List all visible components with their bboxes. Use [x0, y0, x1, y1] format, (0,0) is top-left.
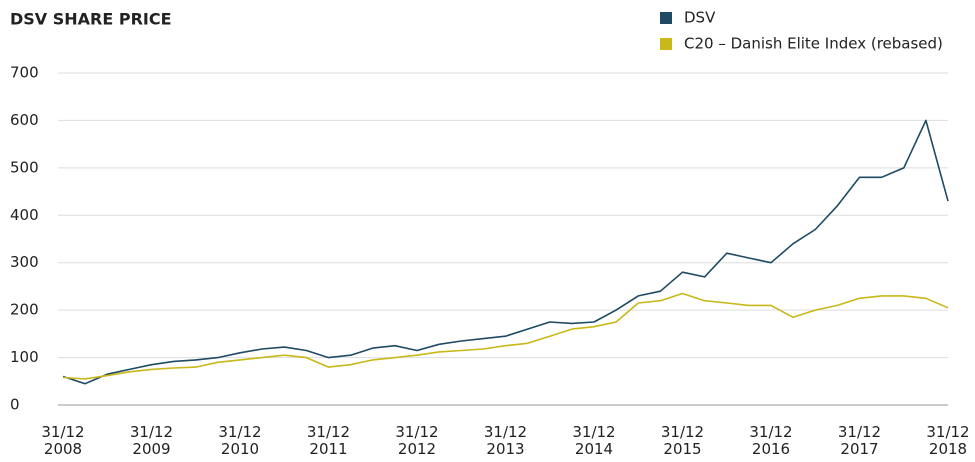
chart-title: DSV SHARE PRICE	[10, 10, 172, 29]
x-tick-label: 31/12 2017	[837, 423, 882, 458]
x-tick-label: 31/12 2018	[926, 423, 970, 458]
legend-swatch	[660, 12, 672, 24]
legend-swatch	[660, 38, 672, 50]
x-tick-label: 31/12 2015	[660, 423, 705, 458]
x-tick-label: 31/12 2011	[306, 423, 351, 458]
x-tick-label: 31/12 2008	[41, 423, 85, 458]
x-tick-label: 31/12 2016	[749, 423, 793, 458]
x-tick-label: 31/12 2012	[395, 423, 439, 458]
y-tick-label: 500	[10, 158, 39, 176]
y-tick-label: 200	[10, 301, 39, 319]
y-tick-label: 600	[10, 111, 39, 129]
x-tick-label: 31/12 2013	[483, 423, 528, 458]
legend-label: DSV	[684, 9, 716, 27]
x-tick-label: 31/12 2009	[129, 423, 174, 458]
y-tick-label: 400	[10, 206, 39, 224]
y-tick-label: 700	[10, 64, 39, 82]
x-tick-label: 31/12 2014	[572, 423, 616, 458]
series-line	[62, 292, 949, 380]
y-tick-label: 100	[10, 348, 39, 366]
legend-label: C20 – Danish Elite Index (rebased)	[684, 35, 943, 53]
series-line	[62, 119, 949, 385]
x-tick-label: 31/12 2010	[218, 423, 262, 458]
y-tick-label: 300	[10, 253, 39, 271]
y-tick-label: 0	[10, 396, 20, 414]
